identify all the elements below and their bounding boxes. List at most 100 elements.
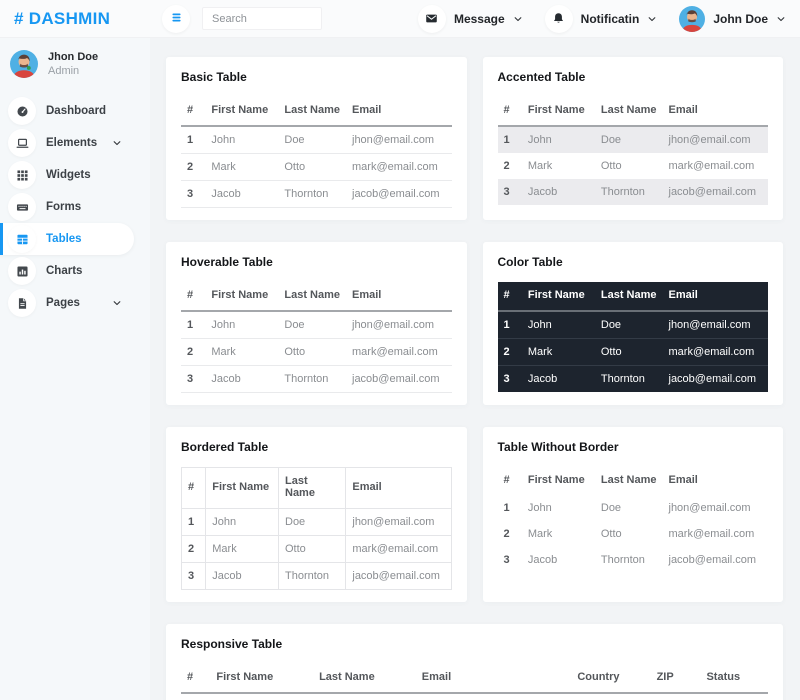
column-header: First Name bbox=[205, 97, 279, 127]
table-cell: jacob@email.com bbox=[668, 186, 757, 198]
table-cell: jhon@email.com bbox=[346, 311, 452, 339]
table-row: 1 John Doe jhon@email.com bbox=[498, 495, 769, 521]
table-cell: Jacob bbox=[527, 186, 558, 198]
table-cell: 123 bbox=[650, 693, 701, 700]
table-cell: Thornton bbox=[277, 562, 347, 590]
bordered-table-card: Bordered Table # First Name Last Name Email 1… bbox=[166, 427, 467, 602]
table-cell: 2 bbox=[181, 338, 206, 366]
envelope-icon bbox=[417, 4, 446, 33]
sidebar-item-label: Forms bbox=[46, 201, 82, 213]
data-table: # First Name Last Name Email 1 John Doe jhon@em… bbox=[498, 467, 769, 573]
table-row: 2 Mark Otto mark@email.com bbox=[181, 153, 452, 181]
data-table: # First Name Last Name Email 1 John Doe jhon@em… bbox=[181, 282, 452, 393]
speedometer-icon bbox=[8, 97, 36, 125]
table-cell: Jacob bbox=[205, 180, 279, 208]
column-header: Last Name bbox=[600, 474, 657, 486]
table-cell: 2 bbox=[180, 535, 207, 563]
column-header: # bbox=[503, 474, 510, 486]
main-content: Basic Table # First Name Last Name Email 1 Joh… bbox=[150, 38, 800, 700]
table-cell: 2 bbox=[503, 160, 510, 172]
column-header: First Name bbox=[521, 97, 595, 127]
laptop-icon bbox=[8, 129, 36, 157]
column-header: Country bbox=[571, 664, 651, 694]
table-row: 2 Mark Otto mark@email.com bbox=[181, 338, 452, 366]
message-dropdown[interactable]: Message bbox=[417, 4, 523, 33]
column-header: Email bbox=[345, 467, 452, 509]
table-cell: John bbox=[527, 134, 552, 146]
table-cell: 3 bbox=[503, 186, 510, 198]
user-dropdown[interactable]: John Doe bbox=[679, 5, 786, 32]
table-row: 2 Mark Otto mark@email.com bbox=[497, 338, 768, 366]
table-cell: Doe bbox=[278, 311, 346, 339]
table-cell: Doe bbox=[600, 134, 622, 146]
table-cell: 1 bbox=[181, 311, 206, 339]
top-bar: # DASHMIN Message Notificatin bbox=[0, 0, 800, 38]
sidebar-user-role: Admin bbox=[48, 65, 80, 77]
table-cell: Doe bbox=[313, 693, 416, 700]
notification-dropdown[interactable]: Notificatin bbox=[544, 4, 658, 33]
chevron-down-icon bbox=[513, 14, 523, 24]
column-header: # bbox=[181, 664, 211, 694]
column-header: First Name bbox=[210, 664, 314, 694]
card-title: Basic Table bbox=[181, 70, 247, 84]
file-icon bbox=[8, 289, 36, 317]
table-row: 2 Mark Otto mark@email.com bbox=[498, 521, 769, 547]
sidebar-item-forms[interactable]: Forms bbox=[0, 191, 134, 223]
table-cell: 1 bbox=[497, 311, 522, 339]
sidebar-item-dashboard[interactable]: Dashboard bbox=[0, 95, 134, 127]
table-cell: Thornton bbox=[278, 365, 346, 393]
menu-toggle-button[interactable] bbox=[162, 4, 190, 33]
table-cell: 3 bbox=[180, 562, 207, 590]
table-cell: mark@email.com bbox=[662, 338, 768, 366]
avatar bbox=[10, 50, 38, 78]
table-row: 1 John Doe jhon@email.com bbox=[497, 126, 768, 153]
column-header: Last Name bbox=[594, 282, 663, 312]
table-cell: jacob@email.com bbox=[668, 373, 757, 385]
table-row: 3 Jacob Thornton jacob@email.com bbox=[180, 562, 452, 590]
column-header: Status bbox=[700, 664, 768, 694]
table-cell: Thornton bbox=[600, 373, 645, 385]
table-cell: John bbox=[527, 502, 552, 514]
sidebar-item-elements[interactable]: Elements bbox=[0, 127, 134, 159]
sidebar-item-tables[interactable]: Tables bbox=[0, 223, 134, 255]
sidebar-nav: Dashboard Elements Widgets Forms Tables Chart… bbox=[0, 95, 150, 319]
table-cell: John bbox=[205, 508, 279, 536]
table-without-border-card: Table Without Border # First Name Last Name… bbox=[482, 427, 783, 602]
message-label: Message bbox=[453, 11, 505, 26]
table-row: 2 Mark Otto mark@email.com bbox=[498, 153, 769, 179]
sidebar-item-label: Charts bbox=[46, 265, 83, 277]
table-cell: Otto bbox=[278, 338, 346, 366]
table-row: 3 Jacob Thornton jacob@email.com bbox=[498, 547, 769, 573]
data-table: # First Name Last Name Email Country ZIP Statu… bbox=[181, 664, 768, 700]
sidebar-item-label: Dashboard bbox=[46, 105, 107, 117]
sidebar-item-label: Widgets bbox=[46, 169, 91, 181]
grid-icon bbox=[8, 161, 36, 189]
column-header: Email bbox=[662, 97, 768, 127]
sidebar-item-charts[interactable]: Charts bbox=[0, 255, 134, 287]
table-cell: 3 bbox=[181, 365, 206, 393]
sidebar-item-widgets[interactable]: Widgets bbox=[0, 159, 134, 191]
sidebar-item-label: Tables bbox=[46, 233, 82, 245]
avatar bbox=[679, 5, 706, 32]
sidebar-item-label: Pages bbox=[46, 297, 80, 309]
table-cell: Mark bbox=[205, 338, 279, 366]
table-cell: Mark bbox=[205, 153, 279, 181]
table-cell: Thornton bbox=[600, 554, 645, 566]
column-header: Email bbox=[662, 282, 768, 312]
column-header: Last Name bbox=[313, 664, 416, 694]
table-cell: Doe bbox=[594, 311, 663, 339]
sidebar-item-pages[interactable]: Pages bbox=[0, 287, 134, 319]
column-header: First Name bbox=[527, 474, 585, 486]
table-cell: mark@email.com bbox=[346, 338, 452, 366]
color-table-card: Color Table # First Name Last Name Email 1 Joh… bbox=[482, 242, 783, 405]
search-input[interactable] bbox=[202, 7, 322, 30]
table-cell: Mark bbox=[527, 160, 553, 172]
column-header: # bbox=[180, 467, 207, 509]
table-cell: John bbox=[205, 126, 279, 154]
basic-table-card: Basic Table # First Name Last Name Email 1 Joh… bbox=[166, 57, 467, 220]
sidebar-item-label: Elements bbox=[46, 137, 98, 149]
table-cell: jhon@email.com bbox=[415, 693, 572, 700]
table-cell: John bbox=[205, 311, 279, 339]
table-cell: 2 bbox=[497, 338, 522, 366]
